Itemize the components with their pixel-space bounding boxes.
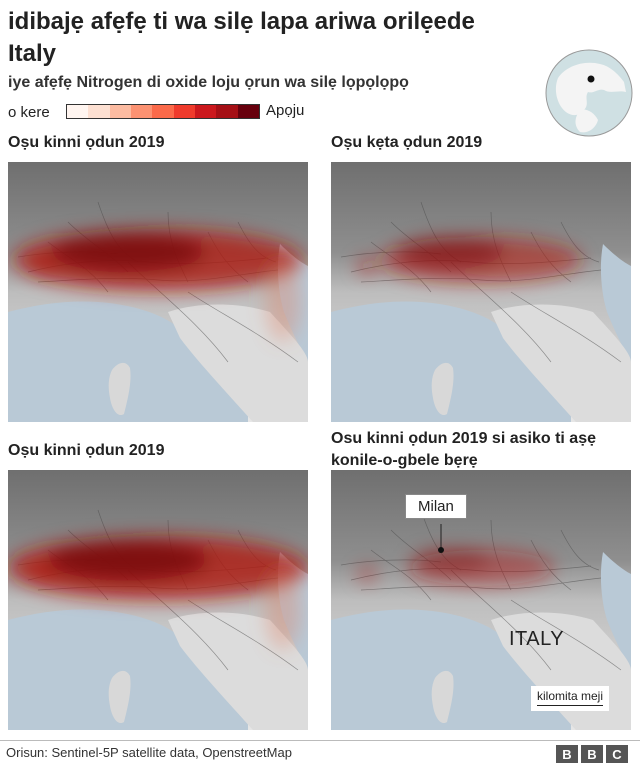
no2-plume	[8, 536, 308, 650]
adriatic-sea	[600, 552, 631, 670]
legend-swatch	[216, 105, 238, 118]
map-graphic	[331, 162, 631, 422]
panel-2-title: Oṣu kẹta ọdun 2019	[331, 134, 483, 151]
globe-locator-icon	[544, 48, 634, 138]
corsica	[431, 362, 454, 416]
map-graphic	[8, 470, 308, 730]
source-credit: Orisun: Sentinel-5P satellite data, Open…	[6, 745, 292, 760]
panel-3-title: Oṣu kinni ọdun 2019	[8, 442, 165, 459]
corsica	[431, 670, 454, 724]
map-panel-1	[8, 162, 308, 422]
tyrrhenian-sea	[8, 301, 248, 422]
scale-line	[537, 705, 604, 706]
scale-label: kilomita meji	[537, 689, 604, 703]
legend-swatch	[194, 105, 217, 118]
legend-swatch	[88, 105, 110, 118]
bbc-logo: B B C	[556, 745, 628, 763]
map-graphic	[8, 162, 308, 422]
italian-peninsula	[491, 304, 631, 422]
legend-swatch	[130, 105, 153, 118]
map-panel-2	[331, 162, 631, 422]
legend-swatch	[237, 105, 259, 118]
legend-color-scale	[66, 104, 260, 119]
scale-bar: kilomita meji	[531, 686, 610, 711]
tyrrhenian-sea	[8, 609, 248, 730]
legend-high-label: Apọju	[266, 102, 305, 119]
italy-label: ITALY	[509, 628, 565, 650]
legend-low-label: o kere	[8, 104, 50, 121]
no2-plume	[357, 237, 582, 283]
legend-swatch	[109, 105, 131, 118]
tyrrhenian-sea	[331, 609, 571, 730]
page-subtitle: iye afẹfẹ Nitrogen di oxide loju ọrun wa…	[8, 74, 409, 91]
map-panel-4: Milan ITALY kilomita meji	[331, 470, 631, 730]
page-title: idibajẹ afẹfẹ ti wa silẹ lapa ariwa oril…	[8, 8, 475, 67]
tyrrhenian-sea	[331, 301, 571, 422]
footer-divider	[0, 740, 640, 741]
map-panel-3	[8, 470, 308, 730]
no2-plume	[13, 229, 303, 342]
milan-label: Milan	[405, 494, 467, 519]
milan-marker	[438, 547, 444, 553]
no2-plume	[357, 548, 554, 586]
panel-1-title: Oṣu kinni ọdun 2019	[8, 134, 165, 151]
legend-swatch	[67, 105, 89, 118]
legend-swatch	[173, 105, 195, 118]
corsica	[108, 362, 131, 416]
panel-4-title: Osu kinni ọdun 2019 si asiko ti aṣẹ koni…	[331, 430, 596, 469]
corsica	[108, 670, 131, 724]
legend-swatch	[152, 105, 174, 118]
adriatic-sea	[600, 244, 631, 362]
